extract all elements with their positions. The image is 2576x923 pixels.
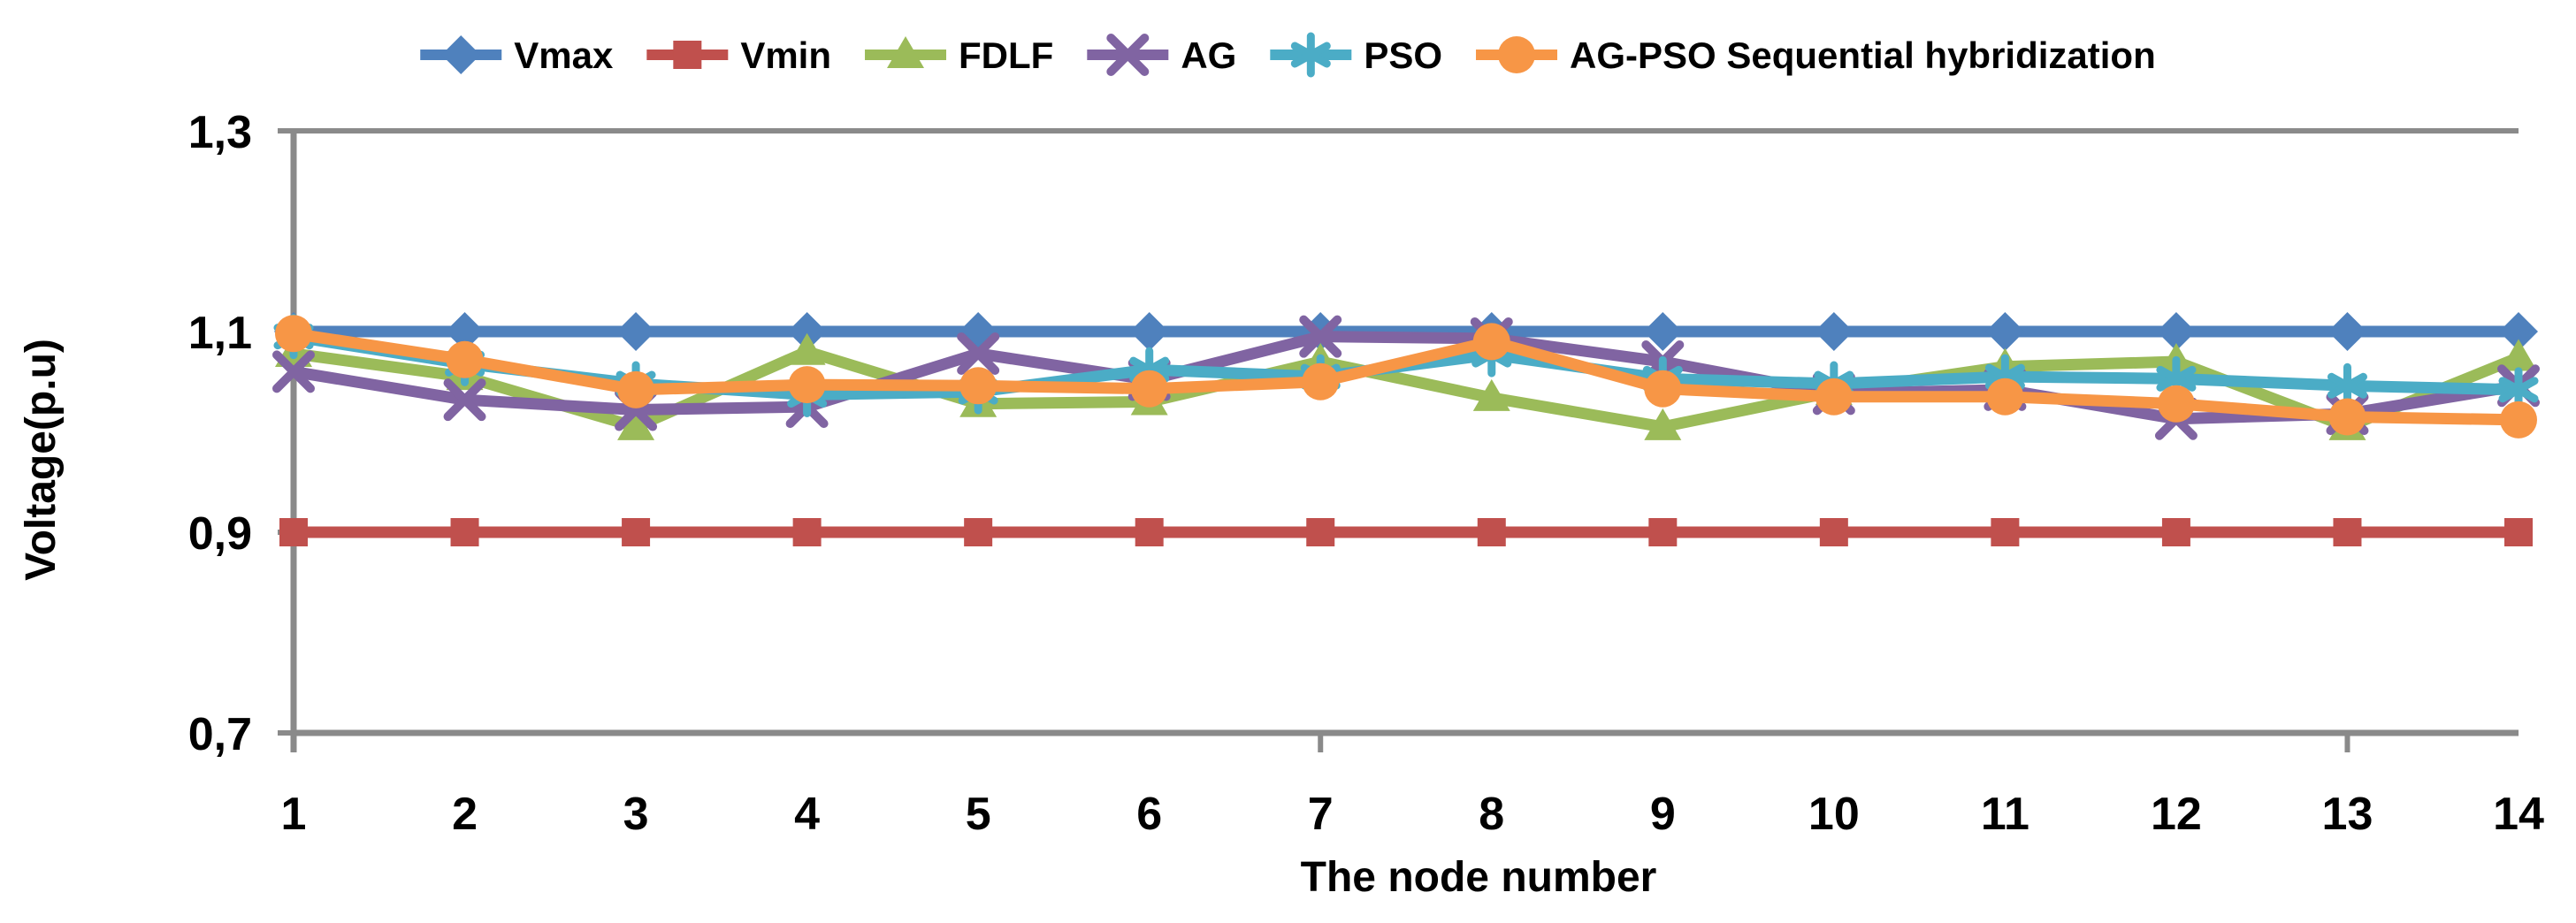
x-tick-label: 6 [1136,789,1162,840]
square-marker [450,518,479,546]
circle-marker [1130,370,1168,408]
diamond-marker [616,312,656,351]
square-marker [1135,518,1164,546]
circle-marker [2500,400,2537,439]
diamond-marker [445,312,485,351]
series-vmin [279,518,2533,546]
square-marker [1819,518,1848,546]
diamond-marker [787,312,827,351]
triangle-marker [788,332,826,365]
legend-label: AG-PSO Sequential hybridization [1570,34,2156,76]
circle-marker [1498,36,1536,73]
diamond-marker [2156,312,2196,351]
x-marker [443,378,486,422]
x-marker [1106,34,1150,76]
asterisk-marker [1290,32,1331,78]
chart-axes: 0,70,91,11,31 2 3 4 5 6 7 8 9 10 11 12 13 14 [188,107,2544,840]
circle-marker [1302,362,1340,400]
triangle-marker [1644,408,1682,440]
circle-marker [1644,370,1682,408]
circle-marker [275,315,312,353]
square-marker [2161,518,2190,546]
x-tick-label: 14 [2493,789,2544,840]
triangle-marker [887,36,925,68]
circle-marker [1986,378,2024,416]
x-tick-label: 7 [1308,789,1334,840]
x-marker [1299,315,1342,358]
x-tick-label: 12 [2151,789,2202,840]
x-tick-label: 8 [1479,789,1504,840]
square-marker [279,518,308,546]
legend-item-vmin: Vmin [646,34,831,76]
square-marker [1477,518,1506,546]
triangle-marker [617,408,655,440]
series-line-ag-pso-sequential-hybridization [287,327,2525,426]
asterisk-marker [2327,362,2367,408]
triangle-marker [2500,339,2537,371]
legend-item-ag: AG [1087,34,1236,76]
y-tick-label: 1,3 [188,107,252,158]
circle-marker [617,370,655,408]
x-tick-label: 2 [452,789,478,840]
legend-label: FDLF [959,34,1053,76]
square-marker [964,518,993,546]
circle-marker [788,366,826,404]
x-tick-label: 13 [2322,789,2373,840]
diamond-marker [1814,312,1854,351]
square-marker [622,518,651,546]
series-line-ag [287,331,2525,425]
circle-marker [1815,378,1853,416]
diamond-marker [2328,312,2367,351]
x-tick-label: 1 [281,789,307,840]
y-axis-title: Voltage(p.u) [18,339,65,581]
circle-marker [2157,385,2195,423]
y-tick-label: 1,1 [188,308,252,359]
series-ag-pso-sequential-hybridization [275,315,2537,439]
chart-series [272,312,2540,546]
square-marker [1991,518,2020,546]
square-marker [2504,518,2533,546]
x-tick-label: 11 [1981,789,2029,840]
x-tick-label: 10 [1808,789,1860,840]
legend-label: AG [1181,34,1236,76]
x-tick-label: 4 [794,789,820,840]
x-marker [957,332,1000,375]
square-marker [792,518,822,546]
legend-label: PSO [1364,34,1442,76]
legend-item-ag-pso-sequential-hybridization: AG-PSO Sequential hybridization [1476,34,2156,76]
square-marker [673,41,702,69]
x-axis-title: The node number [1301,854,1657,901]
legend-item-pso: PSO [1270,32,1442,78]
x-tick-label: 5 [966,789,991,840]
x-tick-label: 9 [1650,789,1676,840]
triangle-marker [1472,378,1510,411]
y-tick-label: 0,9 [188,508,252,560]
x-tick-label: 3 [623,789,649,840]
x-marker [272,350,315,393]
legend-label: Vmin [740,34,831,76]
circle-marker [446,340,484,378]
circle-marker [2328,398,2366,436]
series-vmax [274,312,2538,351]
circle-marker [959,367,998,405]
circle-marker [1472,323,1510,361]
diamond-marker [441,35,481,74]
diamond-marker [1129,312,1169,351]
diamond-marker [1643,312,1683,351]
square-marker [1306,518,1335,546]
legend-item-vmax: Vmax [420,34,614,76]
legend-item-fdlf: FDLF [865,34,1053,76]
square-marker [1648,518,1678,546]
legend-label: Vmax [514,34,614,76]
diamond-marker [1985,312,2025,351]
diamond-marker [2499,312,2538,351]
y-tick-label: 0,7 [188,709,252,760]
chart-legend: Vmax Vmin FDLF AG PSO AG-PSO Sequential hybri… [420,32,2156,78]
square-marker [2333,518,2362,546]
